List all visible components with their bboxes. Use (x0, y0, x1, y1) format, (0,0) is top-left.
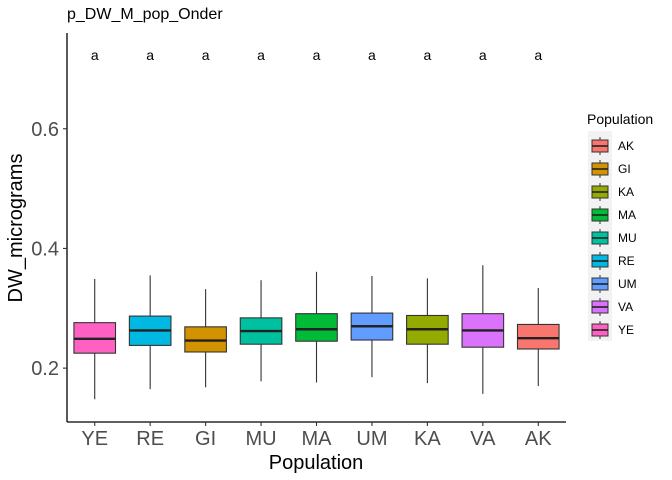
legend-title: Population (587, 111, 653, 127)
legend-item-VA: VA (591, 298, 633, 316)
legend-label: MU (618, 231, 637, 245)
x-tick-label: RE (136, 428, 164, 450)
box-MA: a (295, 47, 338, 383)
significance-label: a (423, 47, 431, 63)
significance-label: a (534, 47, 542, 63)
significance-label: a (313, 47, 321, 63)
x-tick-label: GI (195, 428, 216, 450)
legend-label: KA (618, 185, 634, 199)
legend-label: RE (618, 254, 635, 268)
significance-label: a (91, 47, 99, 63)
significance-label: a (368, 47, 376, 63)
legend-label: MA (618, 208, 636, 222)
x-tick-label: MU (246, 428, 277, 450)
legend-label: AK (618, 139, 634, 153)
legend-label: UM (618, 277, 637, 291)
legend-item-YE: YE (591, 321, 634, 339)
legend-label: YE (618, 323, 634, 337)
legend-item-UM: UM (591, 275, 637, 293)
legend: Population AK GI KA MA MU RE UM VA YE (587, 111, 653, 341)
y-axis-title: DW_micrograms (5, 154, 27, 303)
y-tick-label: 0.2 (31, 358, 59, 380)
x-tick-label: MA (302, 428, 333, 450)
legend-item-MA: MA (591, 206, 636, 224)
x-tick-label: YE (81, 428, 108, 450)
box-UM: a (350, 47, 394, 378)
y-tick-label: 0.4 (31, 238, 59, 260)
legend-item-KA: KA (591, 183, 634, 201)
legend-label: GI (618, 162, 631, 176)
box-RE: a (128, 47, 172, 390)
significance-label: a (202, 47, 210, 63)
significance-label: a (257, 47, 265, 63)
x-axis-ticks: YE RE GI MU MA UM KA VA AK (81, 422, 552, 450)
legend-item-RE: RE (591, 252, 635, 270)
chart-title: p_DW_M_pop_Onder (67, 6, 223, 23)
box-YE: a (73, 47, 117, 400)
x-axis-title: Population (269, 452, 364, 474)
box-KA: a (406, 47, 449, 384)
box-MU: a (239, 47, 283, 382)
x-tick-label: AK (525, 428, 552, 450)
box-AK: a (516, 47, 560, 387)
significance-label: a (479, 47, 487, 63)
significance-label: a (146, 47, 154, 63)
legend-entries: AK GI KA MA MU RE UM VA YE (591, 137, 637, 339)
x-tick-label: UM (356, 428, 387, 450)
legend-item-AK: AK (591, 137, 634, 155)
box-VA: a (461, 47, 505, 394)
x-tick-label: VA (470, 428, 496, 450)
box-body (516, 323, 560, 350)
y-axis-ticks: 0.2 0.4 0.6 (31, 119, 67, 380)
box-body (295, 313, 338, 342)
legend-item-GI: GI (591, 160, 631, 178)
y-tick-label: 0.6 (31, 119, 59, 141)
x-tick-label: KA (414, 428, 441, 450)
box-GI: a (184, 47, 227, 388)
legend-label: VA (618, 300, 633, 314)
legend-item-MU: MU (591, 229, 637, 247)
